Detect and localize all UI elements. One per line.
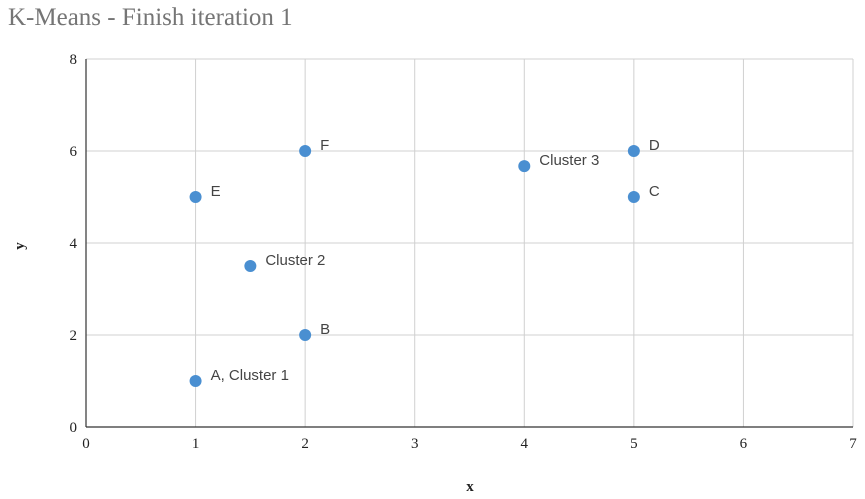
x-tick-label-4: 4 (521, 436, 529, 452)
data-label-d: D (649, 137, 660, 154)
data-label-e: E (211, 183, 221, 200)
data-point-f (299, 145, 312, 157)
x-tick-label-1: 1 (192, 436, 200, 452)
y-tick-label-0: 0 (70, 420, 78, 436)
grid-lines (86, 58, 854, 427)
data-label-cluster-3: Cluster 3 (539, 152, 599, 169)
y-tick-label-4: 4 (70, 236, 78, 252)
data-point-c (627, 191, 640, 203)
data-label-f: F (320, 137, 329, 154)
data-label-b: B (320, 321, 330, 338)
x-tick-label-6: 6 (740, 436, 748, 452)
data-point-cluster-2 (244, 260, 257, 272)
x-tick-label-2: 2 (301, 436, 309, 452)
data-point-b (299, 329, 312, 341)
y-axis-title: y (12, 242, 28, 250)
y-tick-label-8: 8 (70, 52, 78, 68)
x-tick-label-3: 3 (411, 436, 419, 452)
x-axis-title: x (466, 479, 474, 495)
x-tick-label-7: 7 (849, 436, 857, 452)
y-tick-label-2: 2 (70, 328, 78, 344)
data-label-a-cluster-1: A, Cluster 1 (211, 367, 289, 384)
axes (85, 59, 853, 428)
data-points: A, Cluster 1 B C D E F Cluster 2 Cluster 3 (189, 137, 660, 387)
y-tick-label-6: 6 (70, 144, 78, 160)
x-tick-label-0: 0 (82, 436, 90, 452)
data-label-cluster-2: Cluster 2 (265, 252, 325, 269)
data-point-e (189, 191, 202, 203)
x-tick-label-5: 5 (630, 436, 638, 452)
chart-title: K-Means - Finish iteration 1 (8, 4, 293, 31)
data-point-a-cluster-1 (189, 375, 202, 387)
data-label-c: C (649, 183, 660, 200)
data-point-cluster-3 (518, 160, 531, 173)
data-point-d (627, 145, 640, 157)
tick-labels: 0 1 2 3 4 5 6 7 0 2 4 6 8 (70, 52, 858, 452)
